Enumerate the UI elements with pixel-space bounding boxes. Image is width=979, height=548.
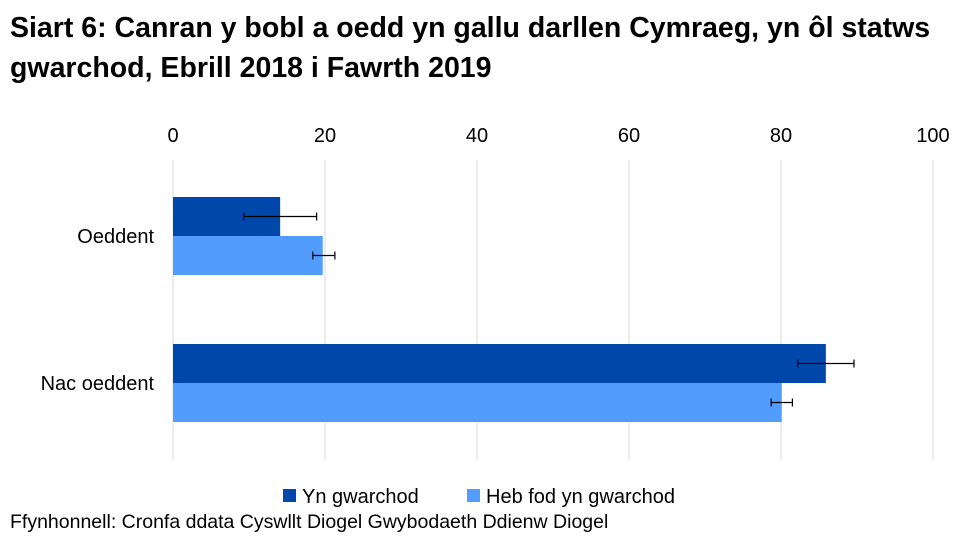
x-tick-label: 60 bbox=[618, 125, 640, 147]
legend-label: Yn gwarchod bbox=[302, 486, 419, 508]
category-label: Oeddent bbox=[77, 226, 154, 248]
category-label: Nac oeddent bbox=[41, 373, 155, 395]
bar bbox=[173, 383, 782, 422]
source-note: Ffynhonnell: Cronfa ddata Cyswllt Diogel… bbox=[10, 511, 609, 533]
x-tick-label: 40 bbox=[466, 125, 488, 147]
x-tick-label: 20 bbox=[314, 125, 336, 147]
bar bbox=[173, 344, 826, 383]
legend-swatch bbox=[467, 489, 480, 502]
x-tick-label: 80 bbox=[770, 125, 792, 147]
legend-label: Heb fod yn gwarchod bbox=[486, 486, 675, 508]
legend-swatch bbox=[283, 489, 296, 502]
chart-title: Siart 6: Canran y bobl a oedd yn gallu d… bbox=[10, 12, 931, 84]
bar bbox=[173, 236, 323, 275]
x-tick-label: 100 bbox=[916, 125, 949, 147]
x-tick-label: 0 bbox=[167, 125, 178, 147]
